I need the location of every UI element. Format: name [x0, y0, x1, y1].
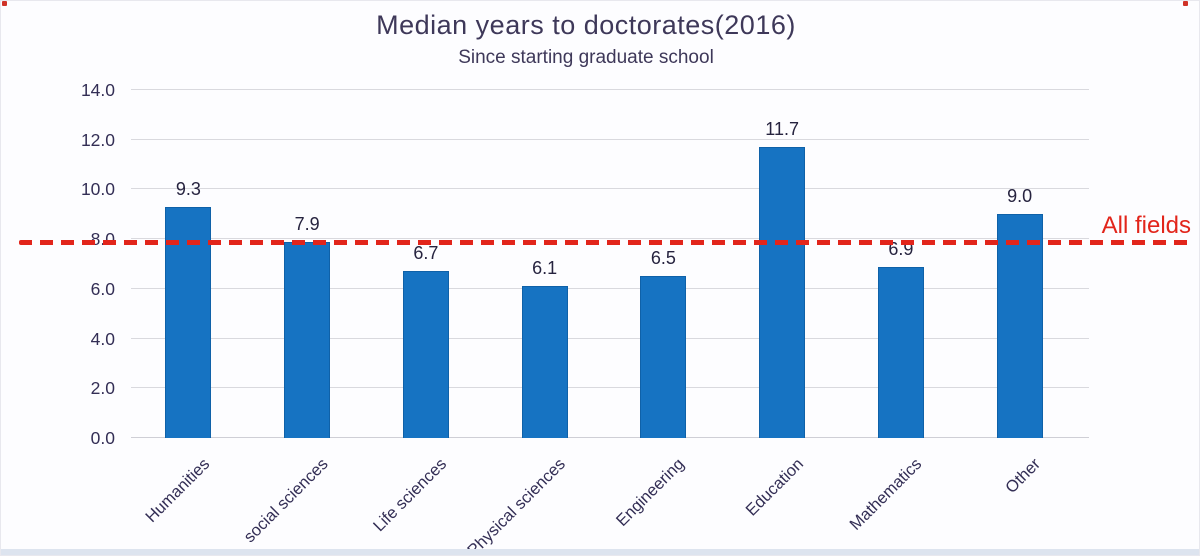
bar-value-label: 7.9 [294, 213, 320, 234]
red-artifact-top-right [1183, 1, 1188, 6]
y-tick-label: 10.0 [80, 179, 115, 200]
chart-title: Median years to doctorates(2016) [376, 10, 796, 40]
gridline [131, 387, 1089, 389]
bar-physical-sciences [521, 286, 568, 438]
bar-value-label: 9.0 [1007, 186, 1033, 207]
reference-line [19, 240, 1189, 245]
bar-value-label: 6.1 [532, 258, 558, 279]
y-axis: 0.02.04.06.08.010.012.014.0 [1, 80, 119, 448]
gridline [131, 89, 1089, 90]
gridline [131, 138, 1089, 140]
y-tick-label: 4.0 [90, 328, 115, 349]
y-tick-label: 0.0 [90, 428, 115, 448]
red-artifact-top-left [2, 1, 7, 6]
x-tick-label-education: Education [742, 455, 807, 520]
reference-line-label: All fields [1101, 212, 1191, 239]
x-tick-label-engineering: Engineering [613, 455, 689, 531]
x-tick-label-mathematics: Mathematics [846, 455, 926, 534]
x-tick-label-physical-sciences: Physical sciences [464, 455, 570, 556]
gridline [131, 188, 1089, 190]
bar-life-sciences [402, 271, 449, 438]
gridline [131, 287, 1089, 289]
chart-subtitle: Since starting graduate school [458, 47, 714, 68]
bar-social-sciences [284, 241, 331, 438]
bar-mathematics [877, 266, 924, 438]
x-tick-label-life-sciences: Life sciences [370, 455, 451, 536]
bar-humanities [165, 206, 212, 438]
bar-education [759, 147, 806, 438]
bar-engineering [640, 276, 687, 438]
gridline [131, 238, 1089, 240]
x-tick-label-other: Other [1002, 455, 1045, 497]
gridline [131, 337, 1089, 339]
x-tick-label-social-sciences: social sciences [240, 455, 332, 547]
plot-area: 9.3 7.9 6.7 6.1 6.5 11.7 6.9 9.0 [129, 89, 1089, 438]
y-tick-label: 6.0 [90, 278, 115, 299]
bar-other [996, 214, 1043, 438]
bar-value-label: 6.7 [413, 243, 439, 264]
bar-value-label: 6.5 [650, 248, 676, 269]
gridline [131, 437, 1089, 438]
y-tick-label: 2.0 [90, 378, 115, 399]
bottom-strip [1, 549, 1199, 555]
y-tick-label: 12.0 [80, 129, 115, 150]
x-tick-label-humanities: Humanities [142, 455, 214, 527]
bar-value-label: 11.7 [765, 119, 799, 140]
y-tick-label: 14.0 [80, 80, 115, 100]
x-axis: Humanities social sciences Life sciences Ph… [129, 445, 1079, 556]
bar-value-label: 9.3 [175, 178, 201, 199]
